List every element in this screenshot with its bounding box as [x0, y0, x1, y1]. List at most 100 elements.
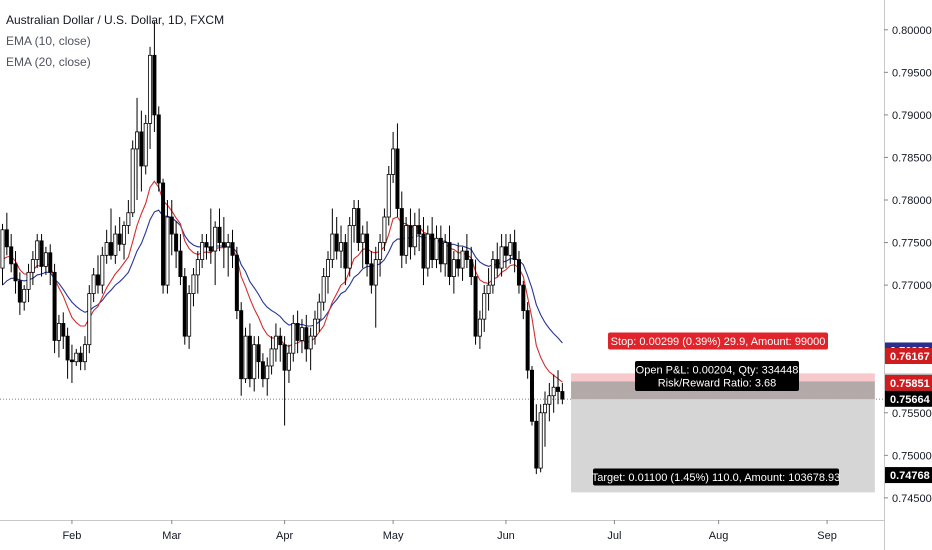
candle-body: [269, 348, 274, 367]
candle-body: [438, 237, 443, 265]
candle-body: [395, 148, 400, 209]
candle-body: [469, 259, 474, 277]
price-tick-label: 0.75000: [892, 450, 932, 462]
candle-body: [434, 237, 439, 260]
price-tag-label: 0.76167: [890, 351, 930, 363]
candle-body: [195, 259, 200, 276]
candle-body: [369, 263, 374, 286]
candle-body: [334, 233, 339, 252]
candle-body: [521, 284, 526, 312]
candle-body: [122, 225, 127, 245]
candle-body: [495, 259, 500, 269]
candle-body: [538, 412, 543, 469]
candle-body: [430, 233, 435, 260]
indicator-ema-10-label[interactable]: EMA (10, close): [6, 34, 91, 48]
candle-body: [187, 293, 192, 337]
candle-body: [321, 276, 326, 303]
open-pnl-label-text: Open P&L: 0.00204, Qty: 334448: [636, 365, 799, 377]
candle-body: [339, 242, 344, 252]
chart-grid: [0, 0, 885, 550]
candle-body: [373, 259, 378, 286]
symbol-title[interactable]: Australian Dollar / U.S. Dollar, 1D, FXC…: [6, 13, 225, 27]
indicator-ema-20-label[interactable]: EMA (20, close): [6, 55, 91, 69]
candle-body: [13, 263, 18, 282]
candle-body: [378, 242, 383, 260]
candle-body: [22, 288, 27, 303]
candle-body: [148, 54, 153, 124]
candle-body: [499, 246, 504, 269]
candle-body: [234, 254, 239, 312]
candle-body: [447, 242, 452, 277]
time-tick-label: Feb: [62, 530, 81, 542]
candle-body: [299, 327, 304, 341]
candle-body: [477, 318, 482, 337]
candle-body: [156, 114, 161, 184]
candle-body: [52, 271, 57, 341]
candle-body: [265, 365, 270, 380]
price-tick-label: 0.78500: [892, 152, 932, 164]
candle-body: [408, 225, 413, 248]
candle-body: [56, 323, 61, 341]
candle-body: [486, 284, 491, 295]
candle-body: [161, 182, 166, 286]
stop-label-bg: [608, 332, 828, 350]
price-tick-label: 0.79500: [892, 67, 932, 79]
price-tick-label: 0.74500: [892, 493, 932, 505]
candle-body: [130, 148, 135, 214]
candle-body: [178, 250, 183, 277]
candle-body: [48, 252, 53, 273]
candle-body: [226, 242, 231, 248]
candle-body: [317, 301, 322, 320]
candle-body: [516, 259, 521, 286]
candle-body: [278, 335, 283, 346]
candle-body: [443, 242, 448, 265]
time-axis[interactable]: Feb Mar Apr May Jun Jul Aug Sep: [62, 520, 837, 542]
candle-body: [117, 233, 122, 245]
candle-body: [347, 225, 352, 269]
candle-body: [343, 242, 348, 269]
candle-body: [386, 174, 391, 218]
candle-body: [282, 344, 287, 371]
candle-body: [174, 233, 179, 252]
candle-body: [221, 242, 226, 248]
candle-body: [525, 310, 530, 371]
price-tag-label: 0.74768: [890, 470, 930, 482]
candle-body: [556, 386, 561, 392]
candle-body: [95, 274, 100, 286]
open-pnl-label-bg: [635, 361, 799, 391]
candle-body: [139, 131, 144, 167]
open-pnl-label-text: Risk/Reward Ratio: 3.68: [658, 378, 777, 390]
candle-body: [547, 395, 552, 405]
candle-body: [152, 54, 157, 116]
candle-body: [560, 391, 565, 400]
candle-body: [425, 233, 430, 269]
price-tag-label: 0.75664: [890, 394, 931, 406]
time-tick-label: Jul: [607, 530, 621, 542]
target-label-bg: [593, 468, 839, 486]
candle-body: [295, 323, 300, 341]
price-tick-label: 0.79000: [892, 110, 932, 122]
candle-body: [473, 276, 478, 337]
candle-body: [456, 259, 461, 269]
stop-label: Stop: 0.00299 (0.39%) 29.9, Amount: 9900…: [608, 332, 828, 350]
price-axis[interactable]: 0.80000 0.79500 0.79000 0.78500 0.78000 0.775…: [884, 25, 932, 505]
ema-20-path: [2, 209, 563, 344]
position-labels: Stop: 0.00299 (0.39%) 29.9, Amount: 9900…: [592, 332, 841, 486]
price-tick-label: 0.75500: [892, 408, 932, 420]
candle-body: [308, 335, 313, 350]
target-label-text: Target: 0.01100 (1.45%) 110.0, Amount: 1…: [592, 472, 841, 484]
candle-body: [551, 386, 556, 397]
candle-body: [35, 240, 40, 260]
time-tick-label: Mar: [162, 530, 181, 542]
candle-body: [4, 229, 9, 248]
candle-body: [412, 225, 417, 248]
candle-body: [143, 123, 148, 167]
candle-body: [113, 233, 118, 256]
candle-body: [325, 259, 330, 277]
candle-body: [291, 323, 296, 354]
candle-body: [78, 352, 83, 363]
candle-body: [182, 276, 187, 337]
candle-body: [360, 233, 365, 243]
candle-body: [39, 240, 44, 267]
